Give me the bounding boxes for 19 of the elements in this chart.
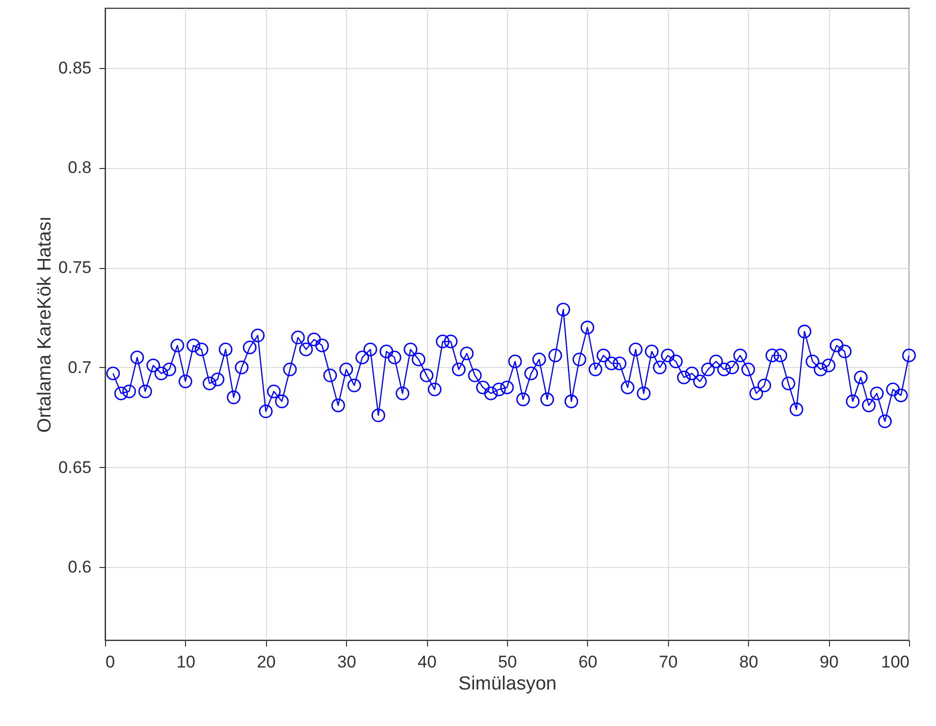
y-tick-label: 0.8 xyxy=(68,158,92,178)
x-tick-label: 60 xyxy=(578,652,598,672)
y-tick-label: 0.7 xyxy=(68,358,92,377)
x-axis-title: Simülasyon xyxy=(458,674,557,694)
y-tick-label: 0.6 xyxy=(68,558,92,577)
x-tick-label: 100 xyxy=(881,652,910,672)
x-tick-label: 80 xyxy=(739,652,758,672)
y-tick-label: 0.85 xyxy=(58,58,92,78)
x-tick-label: 10 xyxy=(176,652,196,672)
x-tick-label: 30 xyxy=(337,652,356,672)
x-tick-label: 50 xyxy=(498,652,517,672)
x-tick-label: 90 xyxy=(820,652,839,672)
y-tick-label: 0.75 xyxy=(58,258,92,278)
y-axis-title: Ortalama KareKök Hatası xyxy=(34,216,56,433)
x-tick-label: 0 xyxy=(106,652,115,672)
x-tick-label: 20 xyxy=(256,652,276,672)
y-tick-label: 0.65 xyxy=(58,458,92,477)
x-tick-label: 40 xyxy=(418,652,437,672)
x-tick-label: 70 xyxy=(658,652,678,672)
